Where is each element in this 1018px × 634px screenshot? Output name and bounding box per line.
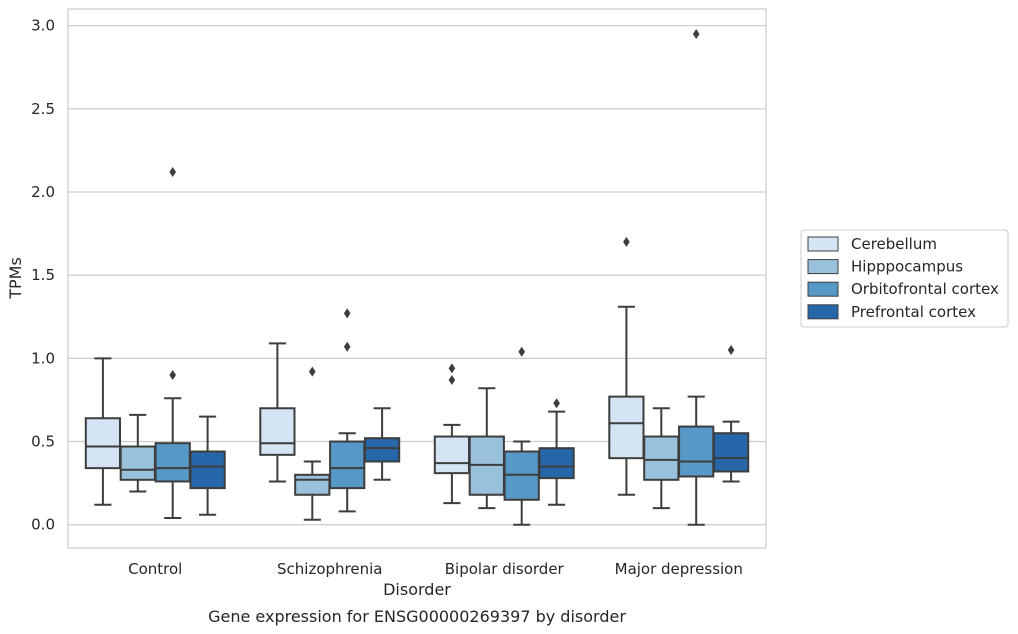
legend-swatch — [807, 304, 839, 320]
outlier-point — [309, 366, 316, 377]
outlier-point — [518, 346, 525, 357]
y-tick-label: 0.5 — [31, 433, 55, 451]
box-2-2 — [503, 346, 540, 526]
legend-entry-label: Orbitofrontal cortex — [851, 280, 999, 298]
box-0-2 — [154, 167, 191, 520]
box-1-2 — [329, 308, 366, 513]
box-iqr — [678, 425, 715, 478]
box-iqr — [712, 432, 750, 473]
x-axis-label: Disorder — [383, 580, 451, 599]
x-tick-label: Major depression — [615, 560, 743, 578]
legend-swatch — [807, 236, 839, 252]
outlier-point — [169, 167, 176, 178]
outlier-point — [692, 28, 700, 39]
x-tick-label: Bipolar disorder — [445, 560, 565, 578]
box-iqr — [259, 407, 296, 456]
outlier-point — [169, 369, 176, 380]
y-tick-label: 2.0 — [31, 183, 55, 201]
box-3-1 — [643, 407, 680, 510]
x-tick-label: Control — [128, 560, 182, 578]
box-iqr — [433, 435, 471, 475]
boxes — [84, 28, 750, 526]
x-tick-label: Schizophrenia — [277, 560, 382, 578]
y-tick-label: 3.0 — [31, 17, 55, 35]
box-iqr — [643, 435, 680, 481]
legend-entry-label: Prefrontal cortex — [851, 303, 976, 321]
box-3-3 — [712, 345, 750, 483]
box-0-3 — [189, 415, 226, 516]
box-iqr — [189, 450, 226, 490]
outlier-point — [343, 341, 351, 352]
outlier-point — [448, 374, 456, 385]
legend-swatch — [807, 259, 839, 275]
box-2-1 — [468, 387, 505, 510]
legend: Cerebellum Hipppocampus Orbitofrontal cort… — [800, 229, 1009, 328]
box-iqr — [538, 447, 575, 480]
legend-entry-label: Hipppocampus — [851, 258, 963, 276]
y-tick-label: 1.0 — [31, 349, 55, 367]
box-iqr — [608, 395, 645, 460]
box-iqr — [154, 442, 191, 483]
box-0-0 — [84, 357, 122, 506]
legend-swatch — [807, 281, 839, 297]
box-iqr — [329, 440, 366, 490]
y-tick-label: 2.5 — [31, 100, 55, 118]
box-iqr — [294, 473, 331, 496]
box-iqr — [119, 445, 156, 481]
box-1-0 — [259, 342, 296, 483]
y-axis-label: TPMs — [6, 257, 25, 300]
outlier-point — [727, 345, 735, 356]
box-0-1 — [119, 413, 156, 493]
box-2-0 — [433, 363, 471, 505]
outlier-point — [448, 363, 456, 374]
y-tick-label: 0.0 — [31, 516, 55, 534]
chart-caption: Gene expression for ENSG00000269397 by d… — [208, 607, 626, 626]
y-axis-ticks: 0.0 0.5 1.0 1.5 2.0 2.5 3.0 — [31, 17, 55, 534]
y-tick-label: 1.5 — [31, 266, 55, 284]
box-iqr — [84, 417, 122, 470]
box-2-3 — [538, 398, 575, 506]
box-1-1 — [294, 366, 331, 521]
box-1-3 — [363, 407, 401, 481]
box-3-2 — [678, 28, 715, 526]
legend-entry-label: Cerebellum — [851, 235, 937, 253]
outlier-point — [623, 236, 630, 247]
gridlines — [68, 25, 766, 526]
plot-area-frame — [67, 8, 767, 549]
box-3-0 — [608, 236, 645, 496]
box-iqr — [363, 437, 401, 463]
outlier-point — [343, 308, 351, 319]
outlier-point — [553, 398, 560, 409]
legend-frame — [800, 229, 1009, 328]
x-axis-ticks: Control Schizophrenia Bipolar disorder Majo… — [128, 560, 743, 578]
